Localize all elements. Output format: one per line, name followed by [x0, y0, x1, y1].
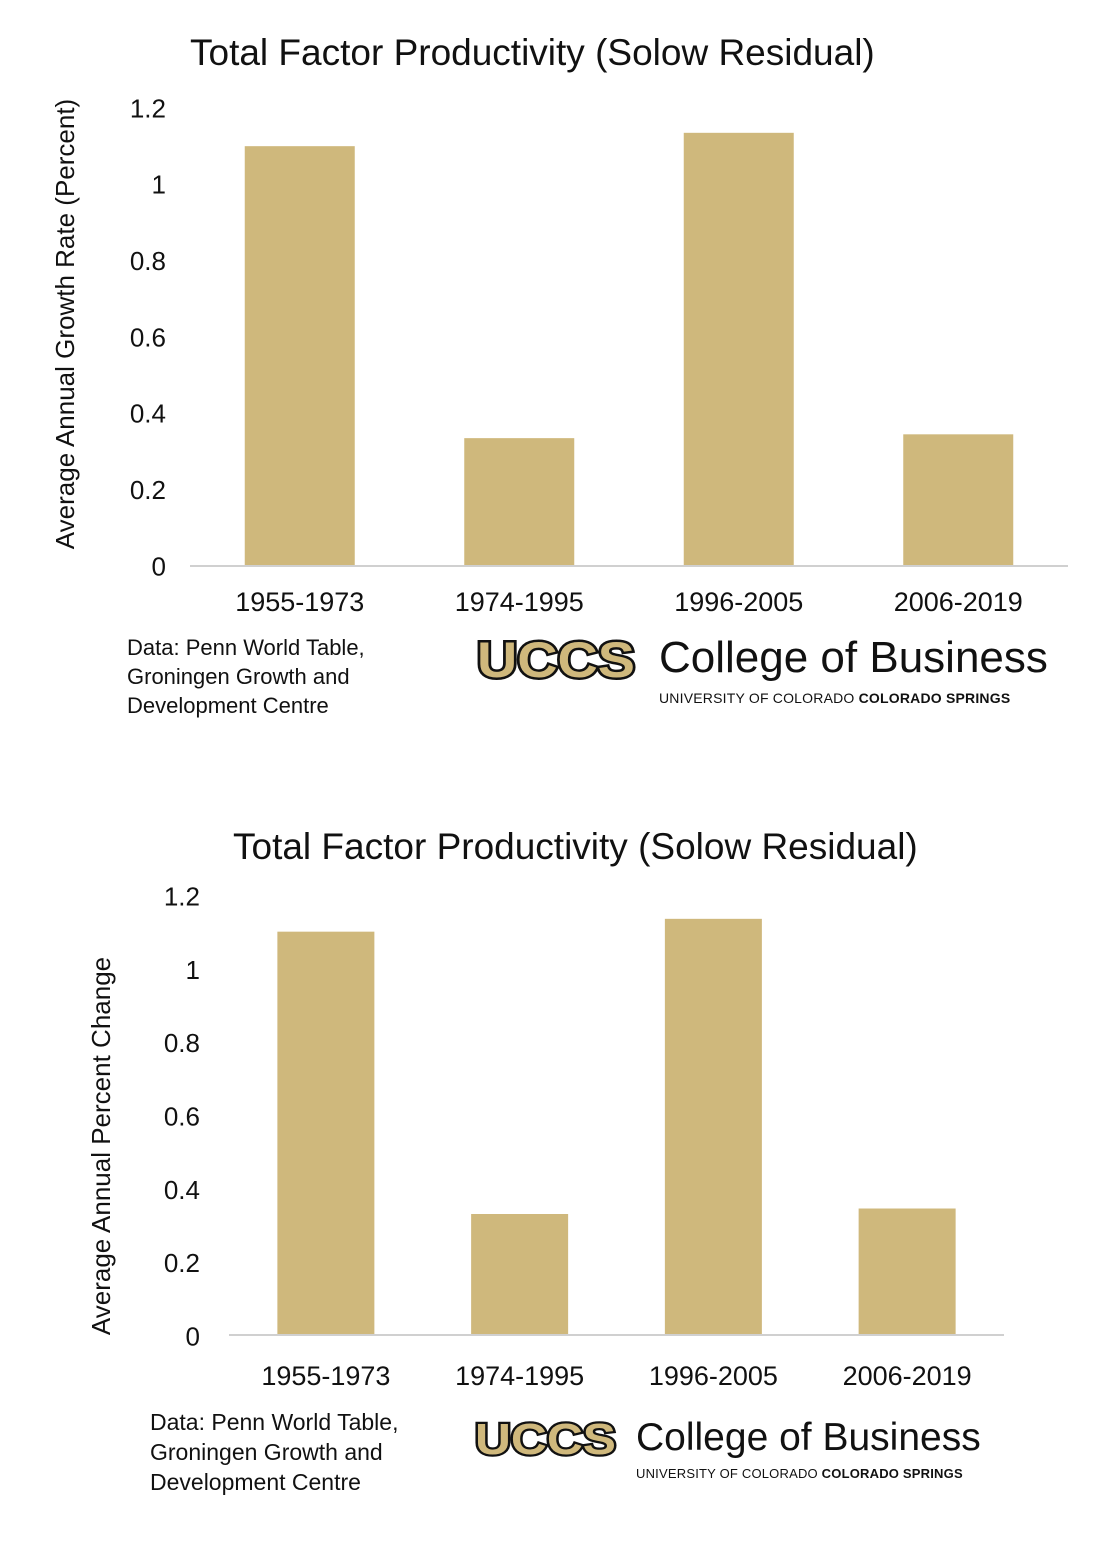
bar — [471, 1214, 568, 1335]
logo-college-name: College of Business — [636, 1418, 981, 1457]
y-tick-label: 0.8 — [130, 246, 166, 276]
y-tick-label: 0.6 — [130, 322, 166, 352]
source-line: Data: Penn World Table, — [150, 1407, 398, 1437]
logo-sub-regular: UNIVERSITY OF COLORADO — [659, 690, 859, 706]
source-line: Groningen Growth and — [150, 1437, 398, 1467]
y-tick-label: 0 — [186, 1321, 200, 1351]
y-tick-label: 1.2 — [164, 881, 200, 911]
bar — [665, 919, 762, 1335]
y-tick-label: 0.6 — [164, 1101, 200, 1131]
x-category-label: 1955-1973 — [235, 587, 364, 617]
y-axis-title: Average Annual Percent Change — [86, 957, 116, 1335]
y-tick-label: 0.2 — [164, 1248, 200, 1278]
source-note: Data: Penn World Table, Groningen Growth… — [127, 633, 365, 720]
logo-university-line: UNIVERSITY OF COLORADO COLORADO SPRINGS — [636, 1466, 981, 1481]
y-tick-label: 0 — [152, 551, 166, 581]
y-tick-label: 0.4 — [164, 1175, 200, 1205]
y-tick-label: 1.2 — [130, 93, 166, 123]
logo-sub-regular: UNIVERSITY OF COLORADO — [636, 1466, 822, 1481]
chart-panel-2: Total Factor Productivity (Solow Residua… — [0, 790, 1108, 1544]
x-category-label: 1955-1973 — [261, 1361, 390, 1391]
bar — [245, 146, 355, 566]
bar — [277, 932, 374, 1335]
logo-sub-bold: COLORADO SPRINGS — [859, 690, 1011, 706]
bar — [859, 1209, 956, 1336]
chart-panel-1: Total Factor Productivity (Solow Residua… — [0, 0, 1108, 760]
y-tick-label: 0.8 — [164, 1028, 200, 1058]
logo-college-name: College of Business — [659, 636, 1048, 680]
logo-mark-text: UCCS — [475, 1418, 616, 1460]
uccs-logo: UCCS College of Business UNIVERSITY OF C… — [472, 1418, 981, 1481]
uccs-logo-mark: UCCS — [474, 636, 640, 684]
source-line: Data: Penn World Table, — [127, 633, 365, 662]
x-category-label: 1974-1995 — [455, 587, 584, 617]
y-tick-label: 0.4 — [130, 399, 166, 429]
source-line: Development Centre — [127, 691, 365, 720]
bar — [464, 438, 574, 566]
bar — [903, 434, 1013, 566]
logo-university-line: UNIVERSITY OF COLORADO COLORADO SPRINGS — [659, 690, 1048, 706]
bar — [684, 133, 794, 566]
uccs-logo: UCCS College of Business UNIVERSITY OF C… — [474, 636, 1048, 706]
x-category-label: 2006-2019 — [894, 587, 1023, 617]
y-tick-label: 1 — [186, 955, 200, 985]
source-line: Groningen Growth and — [127, 662, 365, 691]
logo-sub-bold: COLORADO SPRINGS — [822, 1466, 963, 1481]
source-note: Data: Penn World Table, Groningen Growth… — [150, 1407, 398, 1497]
x-category-label: 1974-1995 — [455, 1361, 584, 1391]
x-category-label: 1996-2005 — [649, 1361, 778, 1391]
x-category-label: 2006-2019 — [843, 1361, 972, 1391]
source-line: Development Centre — [150, 1467, 398, 1497]
x-category-label: 1996-2005 — [674, 587, 803, 617]
logo-mark-text: UCCS — [477, 636, 635, 684]
y-axis-title: Average Annual Growth Rate (Percent) — [50, 99, 80, 549]
uccs-logo-mark: UCCS — [472, 1418, 620, 1460]
y-tick-label: 1 — [152, 170, 166, 200]
y-tick-label: 0.2 — [130, 475, 166, 505]
